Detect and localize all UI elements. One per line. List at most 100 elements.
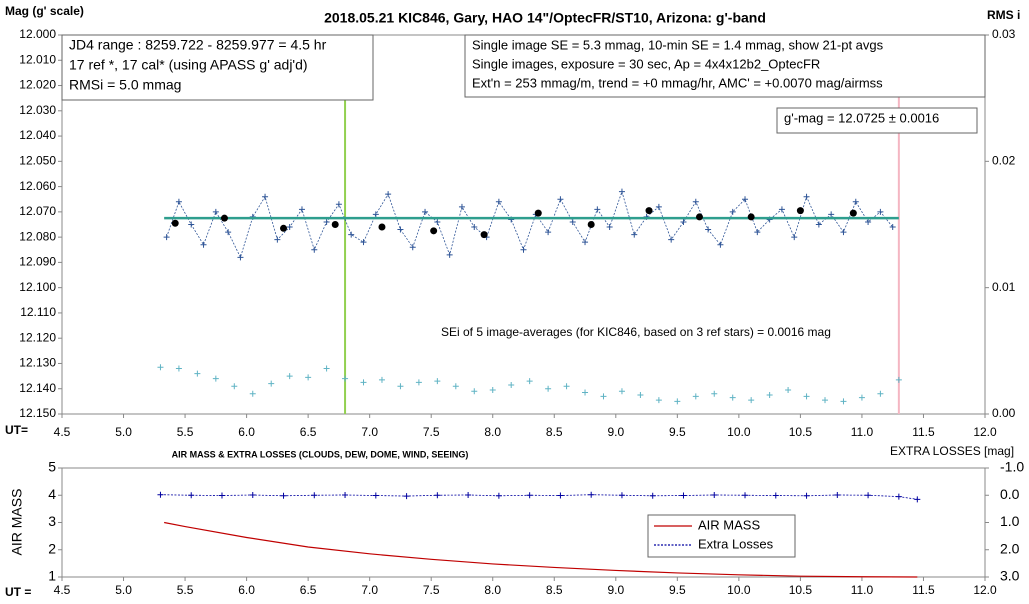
y-tick-label: 12.120 [19,330,56,344]
average-point [378,223,386,231]
data-point [175,365,182,372]
y2-label: EXTRA LOSSES [mag] [890,444,1014,458]
x-tick-label: 5.0 [115,425,132,439]
y-tick-label: 12.000 [19,27,56,41]
data-point [637,392,644,399]
x-tick-label: 10.5 [789,583,813,597]
y-tick-label: 12.090 [19,255,56,269]
x-tick-label: 8.5 [546,425,563,439]
data-point [742,492,749,499]
data-point [286,224,293,231]
text-box [61,34,374,101]
data-point [840,229,847,236]
data-point [865,492,872,499]
y-tick-label: 12.040 [19,128,56,142]
y-tick-label: 12.100 [19,280,56,294]
data-point [711,491,718,498]
data-point [557,492,564,499]
x-tick-label: 7.0 [361,425,378,439]
data-point [434,218,441,225]
data-point [471,224,478,231]
x-tick-label: 4.5 [54,583,71,597]
data-point [175,198,182,205]
x-tick-label: 9.5 [669,583,686,597]
x-tick-label: 7.5 [423,425,440,439]
data-point [188,221,195,228]
text-box [464,34,986,98]
text-box-line: 17 ref *, 17 cal* (using APASS g' adj'd) [69,57,308,73]
data-point [280,492,287,499]
data-point [655,203,662,210]
x-tick-label: 12.0 [973,425,997,439]
data-point [360,239,367,246]
y2-tick-label: 1.0 [1000,513,1020,529]
data-point [397,226,404,233]
data-point [465,491,472,498]
data-point [237,254,244,261]
y-tick-label: 12.110 [20,305,56,319]
x-tick-label: 10.0 [727,425,751,439]
data-point [360,379,367,386]
data-point [335,201,342,208]
y-tick-label: 12.050 [19,154,56,168]
x-tick-label: 11.0 [851,425,874,439]
y-tick-label: 1 [48,568,56,584]
average-point [645,207,653,215]
text-box-line: Single image SE = 5.3 mmag, 10-min SE = … [472,37,884,52]
y-tick-label: 3 [48,513,56,529]
data-point [489,386,496,393]
data-point [163,234,170,241]
y-tick-label: 12.060 [19,179,56,193]
text-box-line: Ext'n = 253 mmag/m, trend = +0 mmag/hr, … [472,75,883,90]
legend-label: Extra Losses [698,536,774,551]
data-point [618,492,625,499]
data-point [895,493,902,500]
data-point [545,229,552,236]
data-point [311,246,318,253]
data-point [889,224,896,231]
y2-tick-label: 0.02 [992,154,1016,168]
y2-tick-label: 0.0 [1000,486,1020,502]
data-point [778,206,785,213]
y-tick-label: 12.070 [19,204,56,218]
x-tick-label: 6.5 [300,425,317,439]
data-point [446,251,453,258]
average-point [171,219,179,227]
data-point [434,378,441,385]
data-point [668,236,675,243]
average-point [695,213,703,221]
data-point [323,218,330,225]
average-point [480,231,488,239]
x-tick-label: 11.0 [851,583,874,597]
data-point [194,370,201,377]
data-point [495,492,502,499]
data-point [692,198,699,205]
data-point [674,398,681,405]
x-tick-label: 5.5 [177,425,194,439]
data-point [249,491,256,498]
data-point [563,383,570,390]
data-point [311,492,318,499]
data-point [403,493,410,500]
data-point [680,218,687,225]
y-tick-label: 12.030 [19,103,56,117]
y2-tick-label: 0.01 [992,280,1016,294]
series-line [160,494,918,500]
data-point [342,491,349,498]
y-tick-label: 12.130 [19,356,56,370]
y2-tick-label: 2.0 [1000,540,1020,556]
y-label: Mag (g' scale) [5,4,84,18]
y-tick-label: 12.020 [19,78,56,92]
data-point [631,231,638,238]
y2-label: RMS i [987,8,1020,22]
data-point [231,383,238,390]
x-tick-label: 8.0 [484,583,501,597]
annotation: SEi of 5 image-averages (for KIC846, bas… [441,325,831,339]
data-point [742,196,749,203]
data-point [840,398,847,405]
data-point [803,393,810,400]
data-point [705,226,712,233]
y2-tick-label: 0.03 [992,27,1016,41]
data-point [342,375,349,382]
